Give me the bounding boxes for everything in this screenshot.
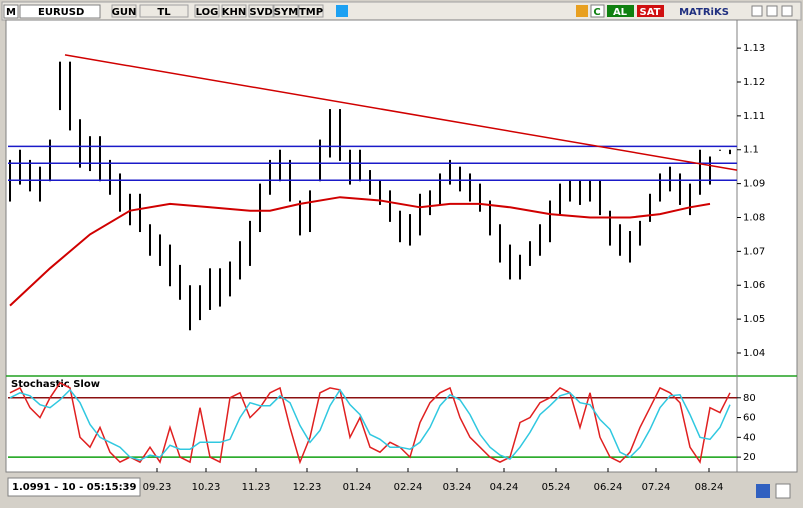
x-tick-label: 09.23 xyxy=(143,482,172,493)
x-tick-label: 11.23 xyxy=(242,482,271,493)
close-button[interactable] xyxy=(781,5,793,17)
sell-button[interactable] xyxy=(637,5,664,17)
trendline xyxy=(64,54,738,171)
toolbar-button-label: TMP xyxy=(299,7,323,18)
toolbar-button[interactable] xyxy=(221,4,247,18)
moving-average xyxy=(9,196,711,307)
c-label: C xyxy=(593,7,600,18)
toolbar-button[interactable] xyxy=(248,4,274,18)
y-tick-label: 80 xyxy=(743,393,756,404)
stochastic-line xyxy=(9,388,731,461)
x-tick-label: 05.24 xyxy=(542,482,571,493)
toolbar-button[interactable] xyxy=(194,4,220,18)
minimize-button[interactable] xyxy=(751,5,763,17)
toolbar-button-label: SVD xyxy=(249,7,272,18)
refresh-button[interactable] xyxy=(756,484,770,498)
maximize-button[interactable] xyxy=(766,5,778,17)
y-tick-label: 1.08 xyxy=(743,212,765,223)
toolbar-button-label: LOG xyxy=(196,7,219,18)
y-tick-label: 1.05 xyxy=(743,314,765,325)
x-tick-label: 04.24 xyxy=(490,482,519,493)
x-tick-label: 12.23 xyxy=(293,482,322,493)
toolbar-button[interactable] xyxy=(273,4,299,18)
toolbar-button-label: SYM xyxy=(274,7,298,18)
x-tick-label: 02.24 xyxy=(394,482,423,493)
symbol-box[interactable] xyxy=(19,4,101,19)
y-tick-label: 1.12 xyxy=(743,77,765,88)
y-tick-label: 60 xyxy=(743,413,756,424)
y-tick-label: 1.04 xyxy=(743,348,765,359)
tool-icon[interactable] xyxy=(576,5,588,17)
y-tick-label: 40 xyxy=(743,432,756,443)
x-tick-label: 01.24 xyxy=(343,482,372,493)
x-tick-label: 08.24 xyxy=(695,482,724,493)
brand: MATRiKS xyxy=(679,7,729,18)
x-tick-label: 10.23 xyxy=(192,482,221,493)
y-tick-label: 1.11 xyxy=(743,111,765,122)
settings-button[interactable] xyxy=(775,483,791,499)
symbol: EURUSD xyxy=(38,7,84,18)
toolbar-button-label: GUN xyxy=(112,7,137,18)
status-box xyxy=(7,477,141,497)
toolbar-button[interactable] xyxy=(139,4,189,18)
x-tick-label: 07.24 xyxy=(642,482,671,493)
chart-area xyxy=(5,19,798,473)
y-tick-label: 1.13 xyxy=(743,43,765,54)
twitter-icon[interactable] xyxy=(336,5,348,17)
y-tick-label: 1.09 xyxy=(743,179,765,190)
toolbar-button-label: KHN xyxy=(222,7,247,18)
logo: M xyxy=(6,7,16,18)
x-tick-label: 03.24 xyxy=(443,482,472,493)
c-button[interactable] xyxy=(590,4,605,18)
sell-label: SAT xyxy=(640,7,661,18)
logo-box xyxy=(3,4,19,19)
buy-label: AL xyxy=(613,7,628,18)
y-tick-label: 1.06 xyxy=(743,280,765,291)
y-tick-label: 20 xyxy=(743,452,756,463)
status-text: 1.0991 - 10 - 05:15:39 xyxy=(12,482,137,493)
y-tick-label: 1.07 xyxy=(743,246,765,257)
toolbar-button[interactable] xyxy=(111,4,137,18)
indicator-title: Stochastic Slow xyxy=(11,379,100,390)
y-tick-label: 1.1 xyxy=(743,145,759,156)
buy-button[interactable] xyxy=(607,5,634,17)
toolbar-button[interactable] xyxy=(298,4,324,18)
toolbar-button-label: TL xyxy=(157,7,171,18)
x-tick-label: 06.24 xyxy=(594,482,623,493)
